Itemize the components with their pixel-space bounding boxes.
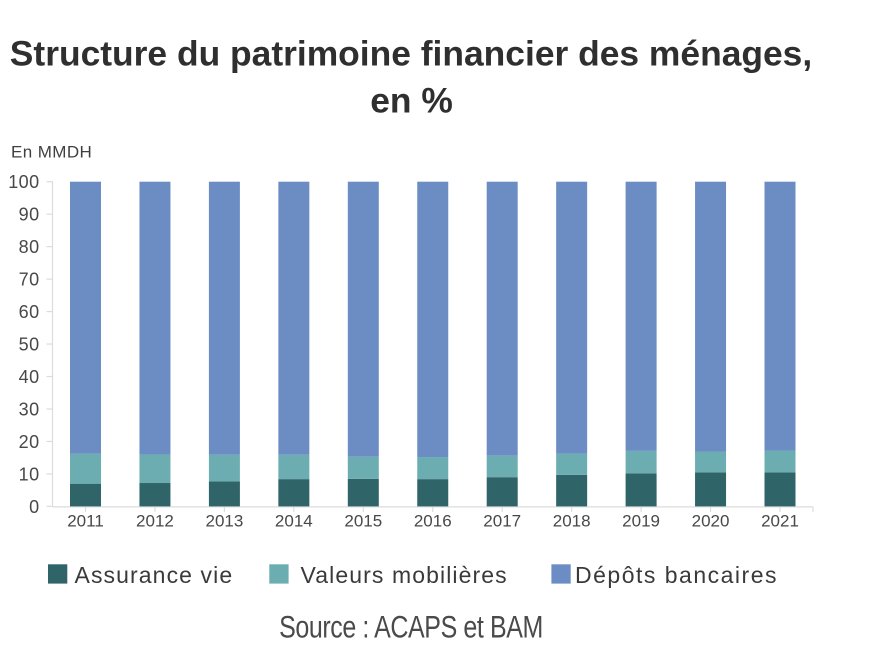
svg-text:50: 50 <box>19 335 40 355</box>
svg-text:60: 60 <box>19 302 40 322</box>
svg-text:Valeurs mobilières: Valeurs mobilières <box>301 562 508 588</box>
svg-text:40: 40 <box>19 367 40 387</box>
svg-text:en %: en % <box>370 81 453 121</box>
svg-text:2020: 2020 <box>692 512 730 531</box>
svg-text:2017: 2017 <box>483 512 521 531</box>
svg-text:Source : ACAPS et BAM: Source : ACAPS et BAM <box>279 609 543 644</box>
svg-text:70: 70 <box>19 270 40 290</box>
svg-text:2012: 2012 <box>136 512 174 531</box>
svg-text:100: 100 <box>8 172 39 192</box>
svg-text:80: 80 <box>19 237 40 257</box>
svg-text:30: 30 <box>19 399 40 419</box>
svg-text:Assurance vie: Assurance vie <box>75 562 234 588</box>
svg-text:Dépôts bancaires: Dépôts bancaires <box>575 562 778 588</box>
svg-text:2014: 2014 <box>275 512 313 531</box>
svg-text:2015: 2015 <box>344 512 382 531</box>
svg-text:Structure du patrimoine financ: Structure du patrimoine financier des mé… <box>10 34 812 74</box>
svg-text:En MMDH: En MMDH <box>11 142 92 161</box>
svg-text:2016: 2016 <box>414 512 452 531</box>
svg-text:2018: 2018 <box>553 512 591 531</box>
svg-text:20: 20 <box>19 432 40 452</box>
svg-text:2019: 2019 <box>622 512 660 531</box>
svg-text:2011: 2011 <box>67 512 104 531</box>
svg-text:2021: 2021 <box>761 512 799 531</box>
svg-text:2013: 2013 <box>205 512 243 531</box>
svg-text:10: 10 <box>19 464 40 484</box>
svg-text:90: 90 <box>19 205 40 225</box>
svg-text:0: 0 <box>29 497 39 517</box>
